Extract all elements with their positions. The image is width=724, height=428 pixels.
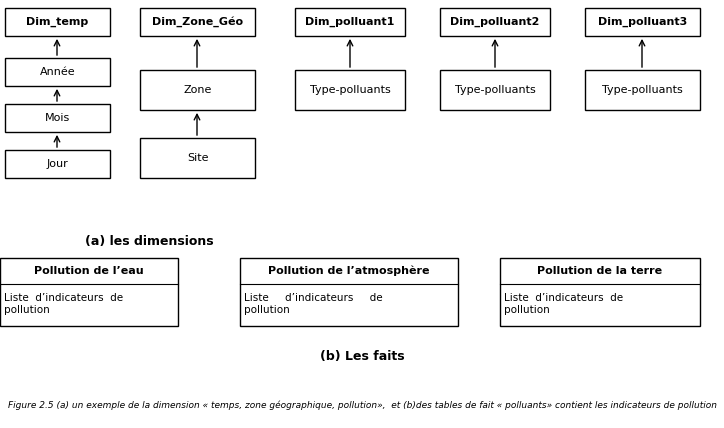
Bar: [5, 8, 110, 36]
Text: Pollution de l’atmosphère: Pollution de l’atmosphère: [269, 266, 430, 276]
Text: Figure 2.5 (a) un exemple de la dimension « temps, zone géographique, pollution»: Figure 2.5 (a) un exemple de la dimensio…: [7, 400, 717, 410]
Text: Type-polluants: Type-polluants: [455, 85, 535, 95]
Text: Jour: Jour: [46, 159, 68, 169]
Bar: [585, 8, 700, 36]
Text: Pollution de la terre: Pollution de la terre: [537, 266, 662, 276]
Bar: [585, 70, 700, 110]
Text: Site: Site: [187, 153, 209, 163]
Text: Liste     d’indicateurs     de
pollution: Liste d’indicateurs de pollution: [244, 293, 382, 315]
Bar: [5, 104, 110, 132]
Text: Mois: Mois: [45, 113, 70, 123]
Bar: [295, 8, 405, 36]
Bar: [140, 70, 255, 110]
Text: Dim_Zone_Géo: Dim_Zone_Géo: [152, 17, 243, 27]
Text: (a) les dimensions: (a) les dimensions: [85, 235, 214, 248]
Text: Type-polluants: Type-polluants: [602, 85, 683, 95]
Text: Type-polluants: Type-polluants: [310, 85, 390, 95]
Text: Liste  d’indicateurs  de
pollution: Liste d’indicateurs de pollution: [4, 293, 123, 315]
Bar: [5, 58, 110, 86]
Text: Liste  d’indicateurs  de
pollution: Liste d’indicateurs de pollution: [504, 293, 623, 315]
Text: Dim_polluant2: Dim_polluant2: [450, 17, 539, 27]
Text: Pollution de l’eau: Pollution de l’eau: [34, 266, 144, 276]
Text: (b) Les faits: (b) Les faits: [320, 350, 404, 363]
Bar: [440, 70, 550, 110]
Text: Année: Année: [40, 67, 75, 77]
Bar: [0, 258, 178, 326]
Text: Dim_temp: Dim_temp: [26, 17, 88, 27]
Bar: [440, 8, 550, 36]
Text: Dim_polluant3: Dim_polluant3: [598, 17, 687, 27]
Bar: [140, 8, 255, 36]
Bar: [240, 258, 458, 326]
Text: Dim_polluant1: Dim_polluant1: [306, 17, 395, 27]
Text: Zone: Zone: [183, 85, 211, 95]
Bar: [500, 258, 700, 326]
Bar: [295, 70, 405, 110]
Bar: [140, 138, 255, 178]
Bar: [5, 150, 110, 178]
